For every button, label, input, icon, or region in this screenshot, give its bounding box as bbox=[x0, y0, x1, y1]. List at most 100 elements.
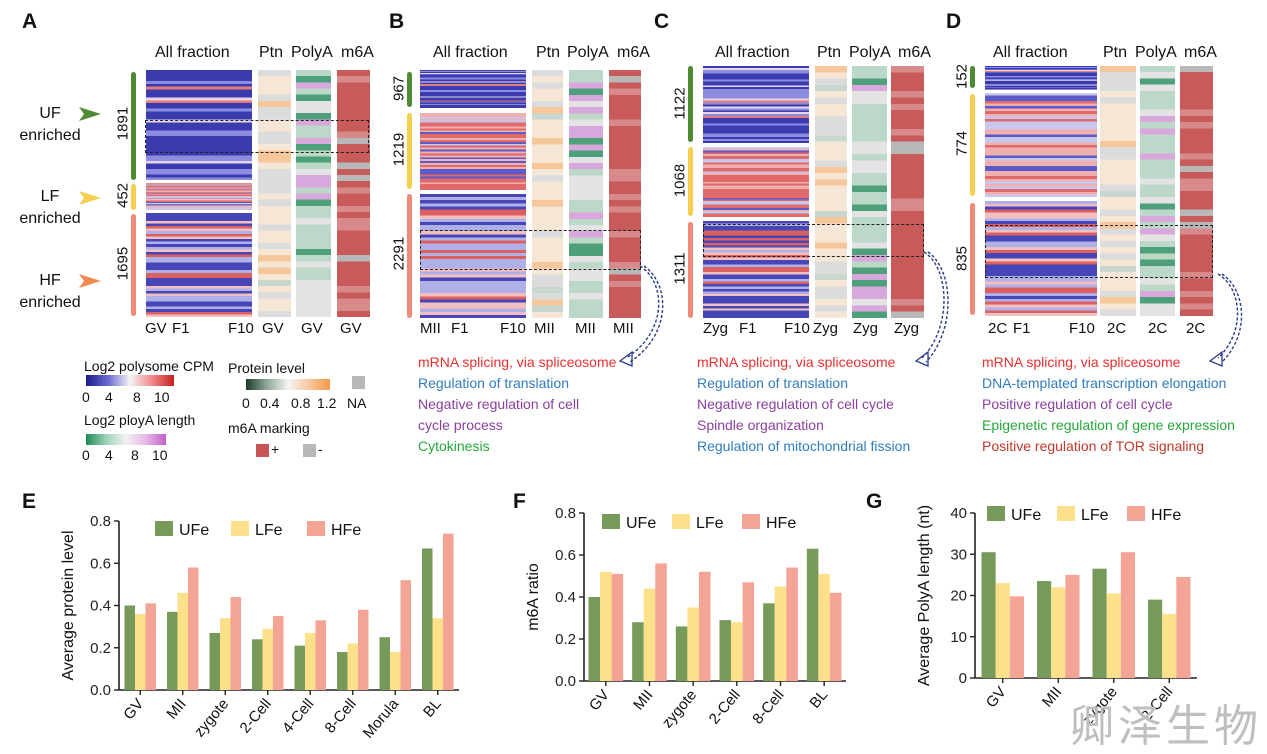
panel-label-c: C bbox=[654, 10, 670, 33]
legend-swatch-g-ufe bbox=[987, 506, 1005, 521]
side-label-hf: HF enriched bbox=[19, 272, 81, 311]
bar-e-ufe-8-cell bbox=[337, 651, 348, 690]
heatmap-all-c-1 bbox=[703, 66, 809, 143]
cluster-bar-hf-a bbox=[131, 214, 136, 316]
go-term-c-1: mRNA splicing, via spliceosome bbox=[697, 354, 896, 370]
x-tick-label-e-2-cell: 2-Cell bbox=[237, 696, 275, 737]
heatmap-ptn-b bbox=[532, 70, 563, 318]
cluster-count-b-1: 967 bbox=[390, 75, 408, 102]
panel-label-f: F bbox=[513, 490, 526, 513]
connector-arrow-b-icon bbox=[618, 265, 664, 367]
legend-protein-title: Protein level bbox=[228, 360, 306, 376]
bar-f-lfe-bl bbox=[818, 573, 830, 681]
connector-arrow-c-icon bbox=[914, 251, 949, 367]
cluster-bar-lf-a bbox=[131, 184, 136, 210]
cluster-count-b-2: 1219 bbox=[390, 132, 408, 167]
go-term-b-1: mRNA splicing, via spliceosome bbox=[418, 354, 617, 370]
go-term-b-4: cycle process bbox=[418, 417, 503, 433]
legend-polya-gradient bbox=[86, 434, 166, 445]
bar-e-lfe-mii bbox=[177, 592, 188, 690]
heatmap-ptn-a bbox=[258, 70, 291, 317]
footer-polya-stage-d: 2C bbox=[1148, 320, 1168, 337]
footer-m6a-stage-a: GV bbox=[340, 320, 362, 337]
cluster-count-a-2: 452 bbox=[114, 182, 132, 209]
legend-swatch-f-ufe bbox=[602, 514, 620, 529]
bar-f-lfe-8-cell bbox=[774, 586, 787, 681]
footer-ptn-stage-c: Zyg bbox=[813, 320, 839, 337]
go-term-d-5: Positive regulation of TOR signaling bbox=[982, 438, 1205, 454]
footer-f10-b: F10 bbox=[500, 320, 526, 337]
side-label-lf: LF enriched bbox=[19, 188, 81, 227]
legend-polysome-title: Log2 polysome CPM bbox=[84, 358, 214, 374]
header-ptn-a: Ptn bbox=[259, 44, 284, 61]
heatmap-all-b-1 bbox=[420, 70, 526, 108]
y-tick-label-e: 0.0 bbox=[90, 682, 111, 699]
header-m6a-c: m6A bbox=[898, 44, 931, 61]
cluster-bar-uf-d bbox=[970, 66, 975, 88]
heatmap-polya-d bbox=[1140, 66, 1175, 316]
bar-e-lfe-zygote bbox=[220, 618, 231, 690]
legend-swatch-g-hfe bbox=[1127, 506, 1145, 521]
footer-f10-a: F10 bbox=[228, 320, 254, 337]
bar-f-lfe-2-cell bbox=[731, 622, 743, 681]
bar-f-ufe-8-cell bbox=[763, 603, 775, 681]
go-list-c: mRNA splicing, via spliceosome Regulatio… bbox=[697, 352, 910, 457]
bar-e-hfe-gv bbox=[145, 603, 156, 690]
go-term-c-3: Negative regulation of cell cycle bbox=[697, 396, 894, 412]
heatmap-ptn-d bbox=[1100, 66, 1136, 316]
bar-f-hfe-8-cell bbox=[786, 567, 798, 681]
bar-g-ufe-2-cell bbox=[1148, 599, 1163, 678]
bar-g-lfe-mii bbox=[1051, 587, 1066, 678]
go-term-c-5: Regulation of mitochondrial fission bbox=[697, 438, 911, 454]
heatmap-m6a-c bbox=[891, 66, 924, 318]
x-tick-label-e-4-cell: 4-Cell bbox=[279, 696, 317, 737]
heatmap-polya-b bbox=[569, 70, 603, 318]
highlight-box-a bbox=[145, 120, 369, 153]
heatmap-m6a-d bbox=[1180, 66, 1213, 316]
cluster-count-d-2: 774 bbox=[953, 130, 971, 157]
watermark-text: 卿泽生物 bbox=[1070, 701, 1262, 752]
panel-label-e: E bbox=[22, 490, 37, 513]
legend-protein-tick-2: 0.8 bbox=[291, 395, 311, 411]
heatmap-all-d-1 bbox=[985, 66, 1097, 90]
bar-f-lfe-zygote bbox=[687, 607, 699, 681]
bar-f-hfe-bl bbox=[829, 592, 842, 681]
bar-g-hfe-zygote bbox=[1120, 552, 1135, 678]
y-tick-label-e: 0.2 bbox=[90, 640, 111, 657]
bar-g-ufe-mii bbox=[1037, 581, 1052, 678]
bar-g-lfe-zygote bbox=[1106, 593, 1121, 678]
bar-f-hfe-2-cell bbox=[742, 582, 755, 681]
x-tick-label-f-mii: MII bbox=[630, 687, 656, 714]
heatmap-all-d-3 bbox=[985, 201, 1097, 316]
go-term-d-2: DNA-templated transcription elongation bbox=[982, 375, 1227, 391]
legend-polysome-tick-1: 4 bbox=[105, 389, 113, 405]
highlight-box-b bbox=[420, 230, 641, 270]
cluster-bar-hf-c bbox=[688, 222, 693, 318]
legend-swatch-e-ufe bbox=[155, 521, 173, 536]
header-m6a-b: m6A bbox=[617, 44, 650, 61]
legend-m6a-plus: + bbox=[271, 441, 280, 457]
bar-f-ufe-mii bbox=[632, 622, 644, 681]
heatmap-all-a-1 bbox=[146, 70, 252, 180]
bar-g-lfe-gv bbox=[995, 583, 1010, 678]
legend-na-swatch bbox=[352, 376, 365, 389]
footer-stage-b: MII bbox=[420, 320, 441, 337]
go-list-d: mRNA splicing, via spliceosome DNA-templ… bbox=[982, 352, 1235, 457]
footer-polya-stage-a: GV bbox=[301, 320, 323, 337]
y-axis-label-f: m6A ratio bbox=[525, 563, 542, 631]
heatmap-all-b-2 bbox=[420, 113, 526, 190]
y-tick-label-e: 0.8 bbox=[90, 513, 111, 530]
cluster-count-d-1: 152 bbox=[953, 63, 971, 90]
highlight-box-c bbox=[703, 224, 924, 257]
header-all-fraction-c: All fraction bbox=[715, 44, 790, 61]
header-ptn-b: Ptn bbox=[536, 44, 561, 61]
go-term-d-1: mRNA splicing, via spliceosome bbox=[982, 354, 1181, 370]
legend-label-f-lfe: LFe bbox=[696, 515, 724, 532]
header-polya-b: PolyA bbox=[567, 44, 609, 61]
footer-stage-d: 2C bbox=[988, 320, 1008, 337]
header-polya-c: PolyA bbox=[849, 44, 891, 61]
bar-e-hfe-mii bbox=[188, 567, 199, 690]
bar-e-hfe-4-cell bbox=[315, 620, 326, 690]
heatmap-ptn-c bbox=[815, 66, 847, 318]
